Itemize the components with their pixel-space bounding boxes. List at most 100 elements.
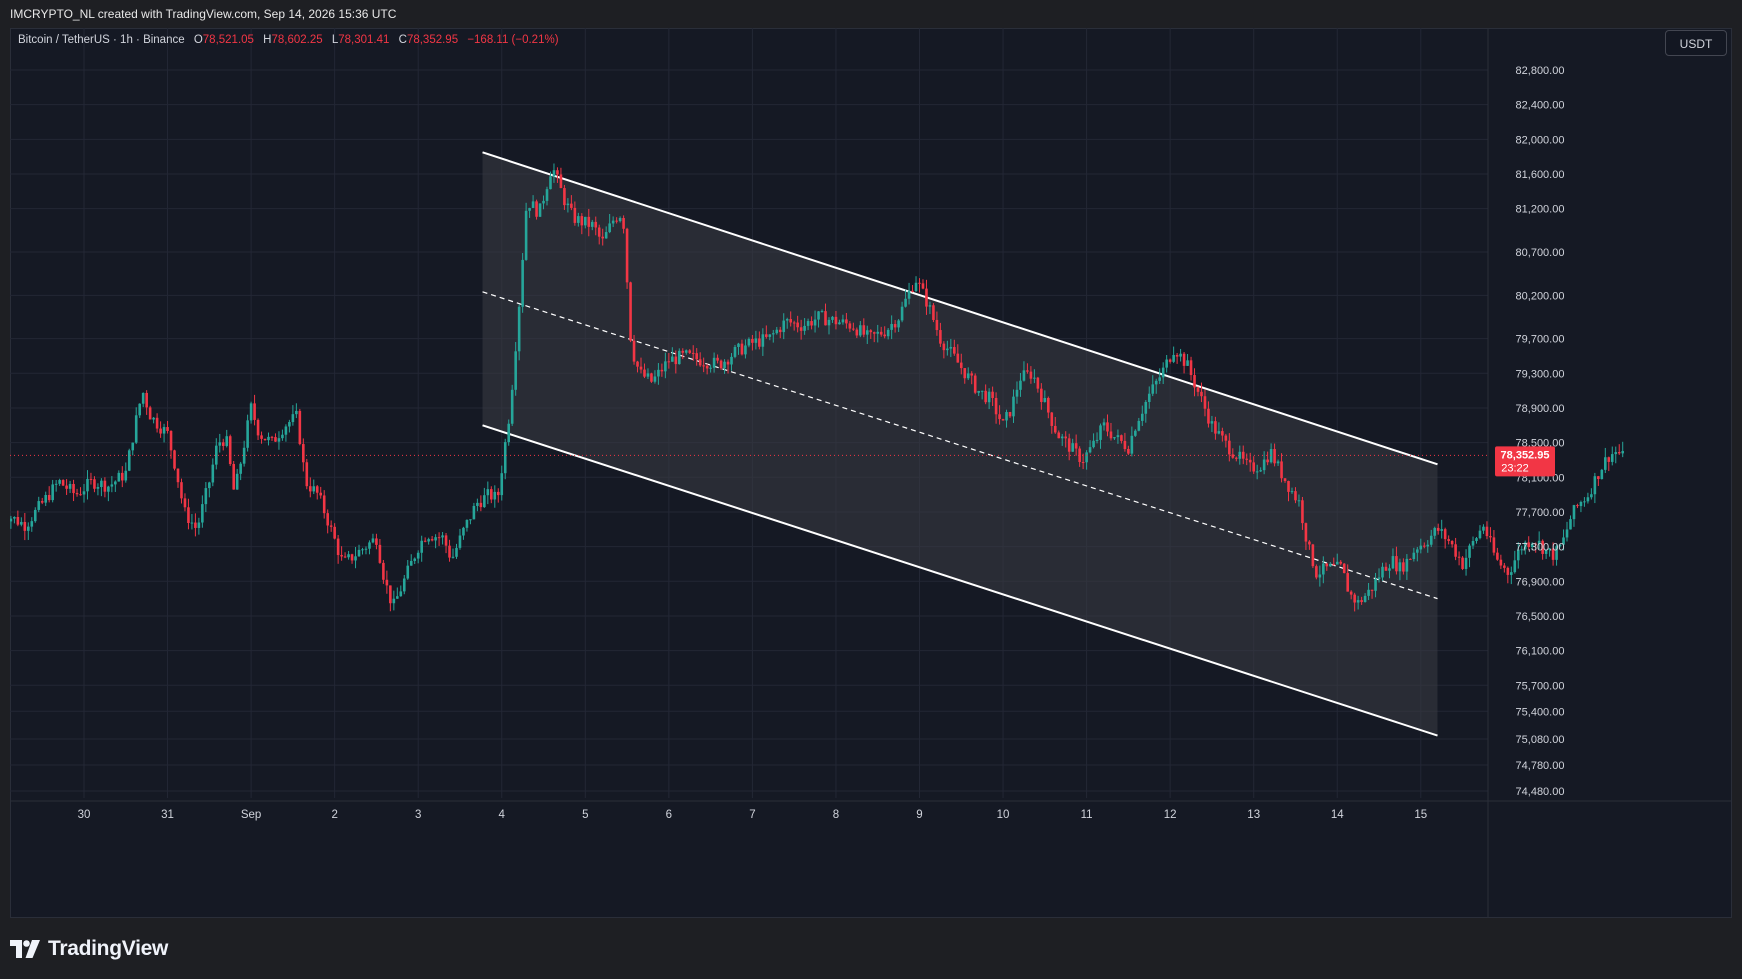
candle-body (865, 330, 869, 335)
parallel-channel[interactable] (482, 151, 1438, 737)
currency-button[interactable]: USDT (1665, 30, 1727, 56)
candle-body (82, 491, 86, 495)
candle-body (298, 410, 302, 445)
candle-body (354, 556, 357, 561)
candle-body (1262, 459, 1266, 471)
close-label: C (398, 34, 407, 46)
candle-body (1113, 437, 1116, 439)
candle-body (1196, 387, 1200, 392)
candle-body (1328, 563, 1332, 567)
candle-body (1360, 600, 1363, 603)
candle-body (389, 585, 392, 604)
price-chart[interactable]: 82,800.00 82,400.00 82,000.00 81,600.00 81,2… (10, 28, 1732, 918)
candle-body (277, 438, 281, 442)
candle-body (455, 547, 458, 557)
candle-body (953, 347, 956, 354)
candle-body (1604, 457, 1607, 470)
candle-body (114, 481, 117, 485)
candle-body (1593, 476, 1597, 495)
candle-body (308, 486, 312, 492)
candle-body (54, 483, 58, 485)
candle-body (1273, 449, 1276, 464)
price-tick-label: 74,780.00 (1516, 760, 1565, 772)
candle-body (375, 538, 378, 545)
candle-body (1426, 544, 1430, 547)
candle-body (1001, 419, 1005, 421)
candle-body (719, 360, 723, 369)
candle-body (1586, 497, 1590, 502)
candle-body (1503, 565, 1506, 568)
candle-body (806, 321, 810, 326)
candle-body (726, 361, 730, 365)
candle-body (918, 282, 921, 284)
candle-body (1228, 440, 1231, 455)
candle-body (1422, 545, 1426, 547)
candle-body (23, 521, 27, 531)
candle-body (959, 362, 963, 369)
candle-body (145, 392, 148, 408)
candle-body (1207, 408, 1210, 424)
candle-body (1377, 577, 1381, 579)
candle-body (159, 428, 162, 434)
candle-body (392, 598, 396, 604)
candle-body (831, 316, 834, 320)
candle-body (493, 491, 497, 500)
candle-body (472, 505, 476, 520)
candle-body (973, 375, 977, 393)
candle-body (792, 322, 796, 324)
candle-body (1565, 529, 1569, 538)
candle-body (747, 338, 751, 346)
candle-body (1308, 541, 1311, 545)
time-tick-label: 5 (582, 809, 588, 821)
candle-body (1576, 505, 1579, 507)
candle-body (907, 290, 911, 299)
time-tick-label: 4 (499, 809, 506, 821)
candle-body (904, 298, 907, 307)
price-tick-label: 81,200.00 (1516, 204, 1565, 216)
candle-body (284, 426, 288, 435)
candle-body (1158, 377, 1162, 381)
candle-body (597, 227, 601, 237)
candle-body (1060, 436, 1064, 439)
candle-body (1402, 562, 1405, 572)
candle-body (253, 403, 256, 420)
time-axis[interactable]: 30 31 Sep 2 3 4 5 6 7 8 9 10 11 12 13 14 15 (78, 809, 1428, 821)
candle-body (340, 555, 343, 557)
candle-body (1172, 354, 1175, 362)
price-axis[interactable]: 82,800.00 82,400.00 82,000.00 81,600.00 81,2… (1516, 65, 1565, 798)
candle-body (1120, 435, 1123, 441)
candle-body (590, 221, 594, 227)
candle-body (361, 549, 364, 551)
candle-body (646, 373, 650, 377)
candle-body (1189, 360, 1193, 376)
candle-body (1562, 537, 1565, 545)
channel-lower-line (482, 424, 1438, 737)
candle-body (1370, 589, 1374, 591)
candle-body (660, 369, 664, 372)
candle-body (75, 493, 79, 495)
price-tag-box (1495, 446, 1555, 477)
candle-body (141, 392, 145, 404)
candle-body (291, 414, 295, 423)
candle-body (441, 535, 444, 538)
price-tick-label: 77,700.00 (1516, 507, 1565, 519)
candle-body (653, 376, 657, 382)
candle-body (1053, 425, 1057, 433)
candle-body (96, 487, 100, 489)
candle-body (1516, 549, 1520, 561)
high-label: H (263, 34, 272, 46)
candle-body (681, 350, 685, 353)
candle-body (1221, 431, 1224, 436)
candle-body (343, 556, 347, 558)
candle-body (730, 356, 733, 365)
candle-body (1280, 461, 1283, 479)
candle-body (942, 343, 946, 351)
price-tick-label: 76,900.00 (1516, 576, 1565, 588)
candle-body (507, 423, 511, 443)
candle-body (396, 596, 399, 599)
candle-body (1395, 556, 1398, 572)
candle-body (716, 357, 719, 361)
candle-body (148, 407, 152, 420)
candle-body (510, 389, 514, 424)
